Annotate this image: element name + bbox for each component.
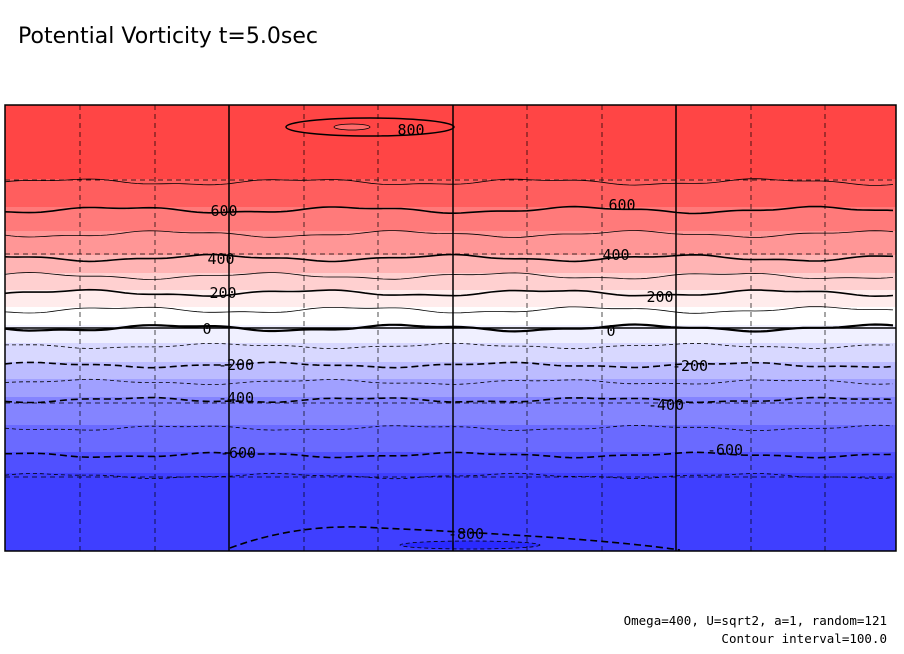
contour-label-400-0: 400 bbox=[207, 250, 234, 268]
chart-title: Potential Vorticity t=5.0sec bbox=[18, 24, 318, 49]
contour-lines bbox=[4, 117, 894, 551]
grid-lines bbox=[5, 105, 896, 551]
contour-label-600-0: 600 bbox=[210, 202, 237, 220]
contour-line-100 bbox=[4, 306, 894, 314]
contour-label-800-0: 800 bbox=[397, 121, 424, 139]
contour-cell-high-inner bbox=[333, 123, 371, 131]
contour-line--600 bbox=[5, 451, 894, 459]
contour-label--600-0: -600 bbox=[220, 444, 256, 462]
contour-label-400-1: 400 bbox=[602, 246, 629, 264]
contour-label--400-0: -400 bbox=[218, 389, 254, 407]
contour-line-200 bbox=[4, 288, 894, 298]
contour-line--100 bbox=[5, 342, 893, 350]
color-bands bbox=[5, 105, 896, 551]
contour-line-300 bbox=[4, 272, 894, 280]
contour-label--200-0: -200 bbox=[218, 356, 254, 374]
contour-label-600-1: 600 bbox=[608, 196, 635, 214]
contour-label--400-1: -400 bbox=[648, 396, 684, 414]
contour-line--800 bbox=[229, 526, 681, 551]
contour-label--800-0: -800 bbox=[448, 525, 484, 543]
contour-line-0 bbox=[4, 323, 894, 333]
contour-label-0-1: 0 bbox=[606, 322, 615, 340]
footer-parameters: Omega=400, U=sqrt2, a=1, random=121 bbox=[623, 613, 887, 628]
contour-line--300 bbox=[4, 378, 894, 385]
color-band-0 bbox=[5, 105, 896, 185]
contour-line-700 bbox=[4, 178, 894, 186]
contour-line--500 bbox=[4, 424, 894, 431]
contour-line-400 bbox=[4, 253, 894, 263]
contour-line-600 bbox=[4, 205, 894, 215]
contour-line-500 bbox=[4, 230, 894, 238]
contour-label--600-1: -600 bbox=[707, 441, 743, 459]
plot-frame bbox=[4, 104, 897, 552]
contour-label-200-0: 200 bbox=[209, 284, 236, 302]
footer-contour-interval: Contour interval=100.0 bbox=[721, 631, 887, 646]
contour-label-0-0: 0 bbox=[202, 320, 211, 338]
contour-labels: 800 600 600 400 400 200 200 0 0 -200 -200 -400 -400 -… bbox=[202, 121, 743, 543]
contour-label-200-1: 200 bbox=[646, 288, 673, 306]
color-band-15 bbox=[5, 473, 896, 551]
contour-line--200 bbox=[4, 361, 894, 369]
contour-label--200-1: -200 bbox=[672, 357, 708, 375]
contour-line--700 bbox=[4, 472, 894, 480]
contour-line--400 bbox=[4, 396, 894, 404]
contour-cell-low bbox=[399, 540, 541, 550]
